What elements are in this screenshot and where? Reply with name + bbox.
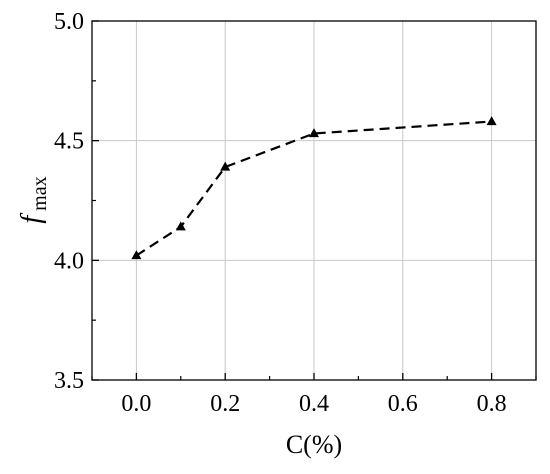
y-tick-label: 5.0 xyxy=(54,9,84,35)
data-point-marker xyxy=(309,128,319,138)
data-point-marker xyxy=(131,250,142,260)
data-point-marker xyxy=(220,161,231,171)
y-axis-title: f max xyxy=(16,176,51,223)
data-point-marker xyxy=(486,116,497,126)
y-axis-title-main: f xyxy=(16,213,47,224)
data-series xyxy=(131,116,497,260)
data-point-marker xyxy=(175,221,186,231)
y-axis-title-subscript: max xyxy=(29,176,51,210)
x-tick-label: 0.0 xyxy=(121,391,151,417)
x-axis-title: C(%) xyxy=(286,430,342,459)
x-tick-label: 0.8 xyxy=(477,391,507,417)
y-tick-label: 4.0 xyxy=(54,248,84,274)
ticks: 0.0 0.2 0.4 0.6 0.8 3.5 4.0 4.5 5.0 xyxy=(54,9,537,417)
y-tick-label: 4.5 xyxy=(54,129,84,155)
y-tick-label: 3.5 xyxy=(54,368,84,394)
x-tick-label: 0.6 xyxy=(388,391,418,417)
x-tick-label: 0.2 xyxy=(210,391,240,417)
grid-lines xyxy=(92,21,536,380)
x-tick-label: 0.4 xyxy=(299,391,329,417)
series-line xyxy=(135,120,492,257)
